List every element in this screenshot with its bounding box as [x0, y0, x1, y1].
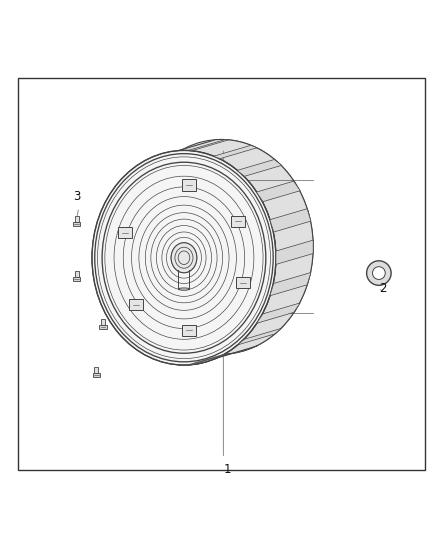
- FancyBboxPatch shape: [182, 325, 196, 336]
- Bar: [92, 373, 100, 377]
- Polygon shape: [270, 209, 311, 232]
- FancyBboxPatch shape: [231, 215, 245, 227]
- Circle shape: [367, 261, 391, 285]
- Polygon shape: [214, 146, 257, 159]
- Text: 3: 3: [73, 190, 80, 203]
- Polygon shape: [178, 140, 313, 365]
- Bar: [99, 325, 107, 329]
- Polygon shape: [237, 328, 282, 345]
- Polygon shape: [237, 159, 282, 176]
- FancyBboxPatch shape: [182, 179, 196, 191]
- FancyBboxPatch shape: [118, 227, 132, 238]
- Polygon shape: [214, 346, 257, 359]
- Ellipse shape: [129, 140, 313, 354]
- Ellipse shape: [178, 288, 190, 290]
- Bar: [94, 367, 98, 373]
- FancyBboxPatch shape: [236, 277, 250, 288]
- Text: 1: 1: [224, 463, 232, 476]
- Polygon shape: [256, 181, 300, 201]
- Polygon shape: [256, 303, 300, 324]
- Bar: [73, 222, 81, 227]
- Polygon shape: [188, 354, 229, 365]
- Text: 2: 2: [379, 282, 387, 295]
- Bar: [101, 319, 105, 325]
- Ellipse shape: [171, 243, 197, 273]
- Bar: [74, 216, 78, 222]
- Circle shape: [372, 266, 385, 279]
- Bar: [18, 78, 425, 470]
- Polygon shape: [276, 240, 313, 264]
- Bar: [73, 277, 81, 281]
- Polygon shape: [270, 272, 311, 296]
- Polygon shape: [188, 140, 229, 151]
- Ellipse shape: [92, 150, 276, 365]
- Bar: [74, 271, 78, 277]
- FancyBboxPatch shape: [129, 299, 143, 310]
